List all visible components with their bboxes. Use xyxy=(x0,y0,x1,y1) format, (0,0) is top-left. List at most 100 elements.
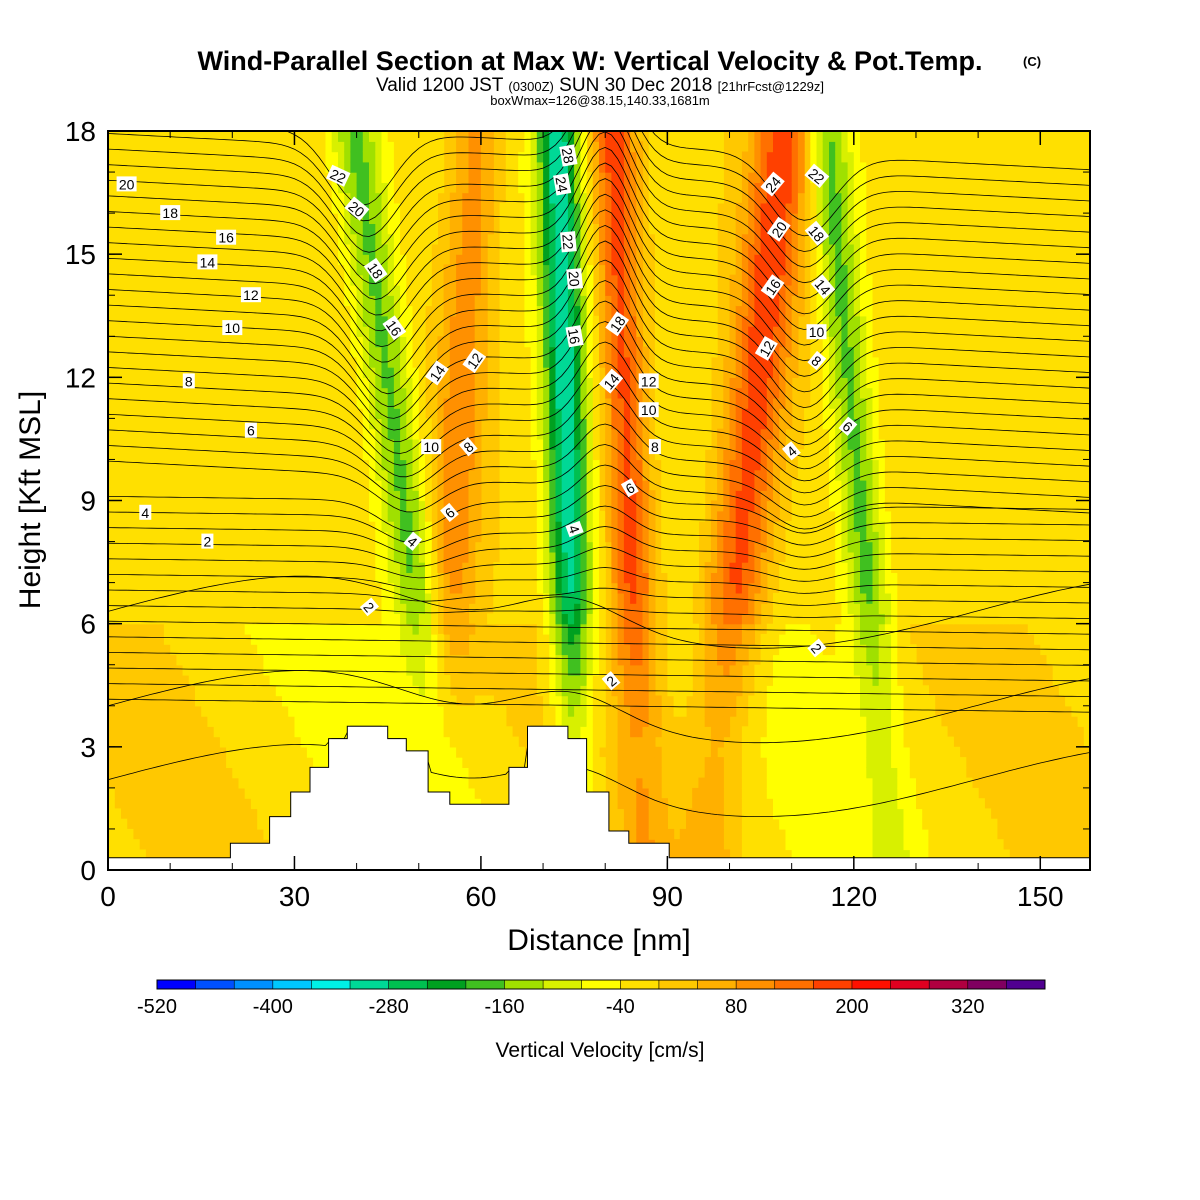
velocity-cell xyxy=(437,141,445,153)
velocity-cell xyxy=(431,613,438,625)
velocity-cell xyxy=(157,490,165,502)
velocity-cell xyxy=(586,254,594,266)
velocity-cell xyxy=(412,243,420,255)
velocity-cell xyxy=(145,531,153,543)
velocity-cell xyxy=(387,233,395,245)
velocity-cell xyxy=(480,705,488,717)
velocity-cell xyxy=(524,356,532,368)
velocity-cell xyxy=(344,428,351,440)
velocity-cell xyxy=(586,736,594,748)
velocity-cell xyxy=(406,562,414,573)
velocity-cell xyxy=(487,161,494,173)
velocity-cell xyxy=(449,521,457,532)
velocity-cell xyxy=(487,131,494,142)
velocity-cell xyxy=(207,521,215,532)
velocity-cell xyxy=(250,233,258,245)
velocity-cell xyxy=(344,551,351,563)
velocity-cell xyxy=(418,418,426,430)
velocity-cell xyxy=(331,705,339,717)
velocity-cell xyxy=(580,326,588,337)
velocity-cell xyxy=(574,449,581,461)
velocity-cell xyxy=(530,213,538,224)
velocity-cell xyxy=(437,767,445,779)
velocity-cell xyxy=(555,623,563,635)
velocity-cell xyxy=(493,603,501,614)
velocity-cell xyxy=(244,326,252,337)
velocity-cell xyxy=(400,305,407,317)
velocity-cell xyxy=(250,551,258,563)
velocity-cell xyxy=(219,705,227,717)
velocity-cell xyxy=(257,767,264,779)
velocity-cell xyxy=(480,397,488,409)
velocity-cell xyxy=(418,695,426,707)
velocity-cell xyxy=(250,572,258,584)
velocity-cell xyxy=(449,315,457,327)
velocity-cell xyxy=(108,521,115,532)
velocity-cell xyxy=(188,449,196,461)
velocity-cell xyxy=(375,233,383,245)
velocity-cell xyxy=(574,551,581,563)
velocity-cell xyxy=(400,500,407,512)
velocity-cell xyxy=(362,151,370,163)
velocity-cell xyxy=(425,151,432,163)
velocity-cell xyxy=(151,572,159,584)
velocity-cell xyxy=(344,367,351,378)
velocity-cell xyxy=(195,459,202,471)
velocity-cell xyxy=(306,192,314,204)
velocity-cell xyxy=(151,490,159,502)
velocity-cell xyxy=(108,438,115,450)
velocity-cell xyxy=(462,326,470,337)
velocity-cell xyxy=(586,285,594,296)
velocity-cell xyxy=(306,356,314,368)
velocity-cell xyxy=(449,377,457,389)
velocity-cell xyxy=(145,213,153,224)
velocity-cell xyxy=(139,151,146,163)
velocity-cell xyxy=(226,346,233,358)
velocity-cell xyxy=(592,131,600,142)
velocity-cell xyxy=(362,305,370,317)
velocity-cell xyxy=(282,623,289,635)
velocity-cell xyxy=(518,541,525,553)
velocity-cell xyxy=(294,705,302,717)
velocity-cell xyxy=(549,192,557,204)
velocity-cell xyxy=(462,623,470,635)
velocity-cell xyxy=(456,428,463,440)
velocity-cell xyxy=(238,418,246,430)
velocity-cell xyxy=(543,449,550,461)
velocity-cell xyxy=(163,295,171,307)
velocity-cell xyxy=(512,603,519,614)
velocity-cell xyxy=(549,592,557,604)
velocity-cell xyxy=(524,418,532,430)
velocity-cell xyxy=(331,592,339,604)
velocity-cell xyxy=(375,675,383,686)
velocity-cell xyxy=(499,705,507,717)
velocity-cell xyxy=(561,356,569,368)
velocity-cell xyxy=(176,243,184,255)
velocity-cell xyxy=(418,510,426,522)
velocity-cell xyxy=(294,274,302,286)
velocity-cell xyxy=(263,336,271,348)
velocity-cell xyxy=(518,182,525,194)
velocity-cell xyxy=(592,182,600,194)
velocity-cell xyxy=(362,705,370,717)
velocity-cell xyxy=(518,592,525,604)
velocity-cell xyxy=(586,428,594,440)
velocity-cell xyxy=(226,705,233,717)
velocity-cell xyxy=(288,151,295,163)
velocity-cell xyxy=(418,736,426,748)
velocity-cell xyxy=(232,767,240,779)
velocity-cell xyxy=(207,572,215,584)
velocity-cell xyxy=(499,798,507,810)
velocity-cell xyxy=(524,541,532,553)
velocity-cell xyxy=(300,746,308,758)
velocity-cell xyxy=(344,387,351,399)
velocity-cell xyxy=(344,644,351,656)
velocity-cell xyxy=(449,469,457,481)
velocity-cell xyxy=(219,367,227,378)
velocity-cell xyxy=(132,356,140,368)
velocity-cell xyxy=(325,510,333,522)
velocity-cell xyxy=(549,408,557,419)
velocity-cell xyxy=(381,695,389,707)
velocity-cell xyxy=(468,131,476,142)
velocity-cell xyxy=(524,428,532,440)
